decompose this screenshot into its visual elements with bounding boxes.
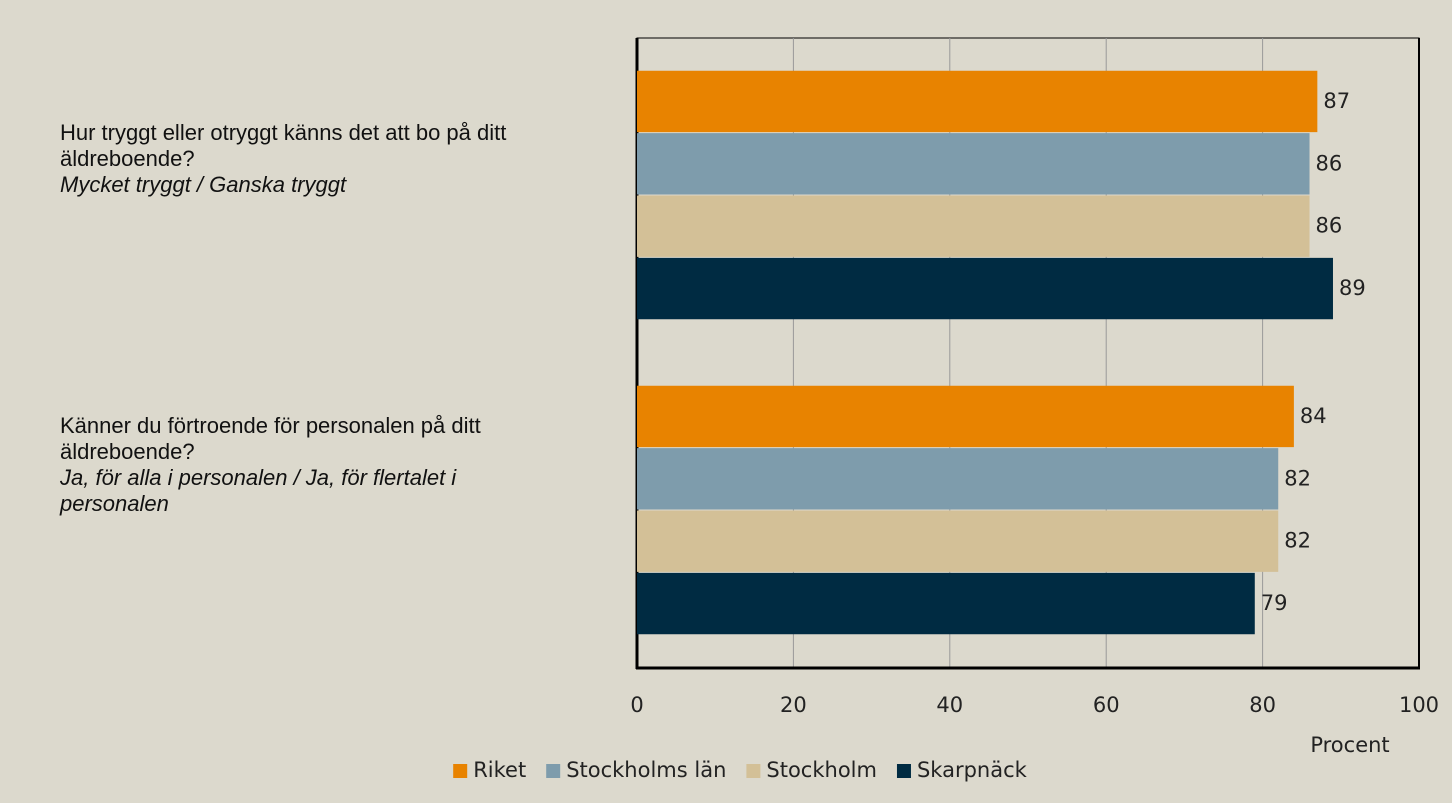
bar <box>637 510 1279 572</box>
data-label: 79 <box>1261 591 1288 615</box>
legend-swatch <box>896 764 911 778</box>
bar <box>637 385 1294 448</box>
legend-swatch <box>453 764 468 778</box>
category-label: Känner du förtroende för personalen på d… <box>60 413 550 517</box>
bar <box>637 257 1333 320</box>
category-label: Hur tryggt eller otryggt känns det att b… <box>60 120 590 198</box>
x-tick-label: 100 <box>1399 693 1439 717</box>
legend-label: Stockholm <box>766 758 877 782</box>
data-label: 87 <box>1323 89 1350 113</box>
x-tick-label: 80 <box>1249 693 1276 717</box>
category-question: Hur tryggt eller otryggt känns det att b… <box>60 120 507 171</box>
data-label: 82 <box>1284 529 1311 553</box>
x-axis-label: Procent <box>1310 733 1389 757</box>
bar <box>637 572 1255 635</box>
bar <box>637 70 1318 133</box>
legend-label: Riket <box>473 758 526 782</box>
category-note: Ja, för alla i personalen / Ja, för fler… <box>60 465 457 516</box>
x-tick-label: 40 <box>936 693 963 717</box>
legend-label: Skarpnäck <box>917 758 1028 782</box>
legend: Riket Stockholms län Stockholm Skarpnäck <box>453 758 1028 782</box>
category-question: Känner du förtroende för personalen på d… <box>60 413 481 464</box>
x-tick-label: 20 <box>780 693 807 717</box>
legend-swatch <box>546 764 561 778</box>
x-tick-label: 60 <box>1093 693 1120 717</box>
x-tick-label: 0 <box>630 693 643 717</box>
legend-swatch <box>746 764 761 778</box>
data-label: 84 <box>1300 404 1327 428</box>
data-label: 82 <box>1284 466 1311 490</box>
bar <box>637 195 1310 257</box>
data-label: 86 <box>1316 151 1343 175</box>
bar <box>637 133 1310 195</box>
bar <box>637 448 1279 510</box>
legend-label: Stockholms län <box>566 758 726 782</box>
category-note: Mycket tryggt / Ganska tryggt <box>60 172 347 197</box>
data-label: 89 <box>1339 276 1366 300</box>
data-label: 86 <box>1316 214 1343 238</box>
